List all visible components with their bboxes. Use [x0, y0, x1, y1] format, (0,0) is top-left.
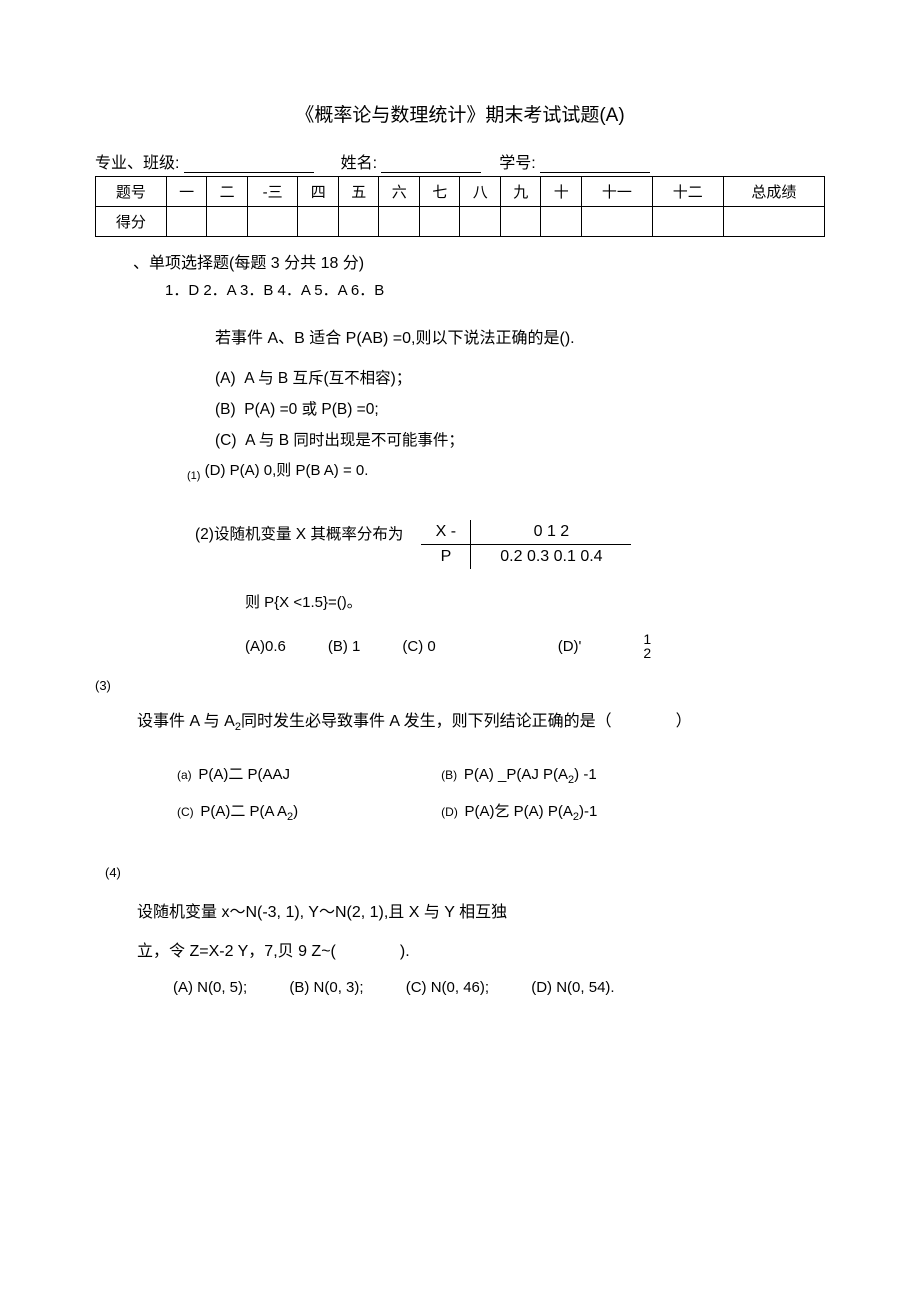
q3-c-pre: P(A)二 P(A A [200, 803, 287, 820]
q3-stem: 设事件 A 与 A2同时发生必导致事件 A 发生，则下列结论正确的是（ ） [137, 707, 825, 733]
q3-c-tail: ) [293, 803, 298, 820]
q4-options: (A) N(0, 5); (B) N(0, 3); (C) N(0, 46); … [173, 979, 825, 996]
col-3: -三 [247, 177, 298, 207]
col-label: 题号 [96, 177, 167, 207]
q3-b-pre: P(A) _P(AJ P(A [464, 766, 568, 783]
q2-option-c: (C) 0 [402, 638, 435, 655]
q2-then: 则 P{X <1.5}=()。 [245, 591, 825, 612]
q3-d-pre: P(A)乞 P(A) P(A [465, 803, 573, 820]
q1-d-text: (D) P(A) 0,则 P(B A) = 0. [205, 462, 369, 479]
score-cell [207, 207, 248, 237]
col-7: 七 [419, 177, 460, 207]
q1-d-prefix: (1) [187, 470, 200, 482]
q2-row: (2)设随机变量 X 其概率分布为 X - 0 1 2 P 0.2 0.3 0.… [195, 520, 825, 569]
section-heading: 、单项选择题(每题 3 分共 18 分) [133, 249, 825, 273]
distribution-table: X - 0 1 2 P 0.2 0.3 0.1 0.4 [421, 520, 631, 569]
name-label: 姓名: [341, 155, 377, 172]
q4-option-a: (A) N(0, 5); [173, 979, 247, 996]
q4-number: (4) [105, 865, 825, 880]
q1-option-a: (A) A 与 B 互斥(互不相容)； [215, 366, 825, 388]
score-cell [379, 207, 420, 237]
q1-a-text: A 与 B 互斥(互不相容)； [244, 370, 411, 387]
score-cell [581, 207, 652, 237]
score-cell [460, 207, 501, 237]
dist-x-label: X - [421, 520, 471, 545]
major-class-blank [184, 155, 314, 173]
q3-b-tail: ) -1 [574, 766, 597, 783]
col-6: 六 [379, 177, 420, 207]
score-table-score-row: 得分 [96, 207, 825, 237]
q3-options-row2: (C) P(A)二 P(A A2) (D) P(A)乞 P(A) P(A2)-1 [177, 800, 825, 823]
q4-body: 设随机变量 x〜N(-3, 1), Y〜N(2, 1),且 X 与 Y 相互独 … [137, 894, 825, 971]
q2-stem: (2)设随机变量 X 其概率分布为 [195, 520, 403, 544]
q3-number: (3) [95, 678, 825, 693]
q1-b-text: P(A) =0 或 P(B) =0; [244, 401, 378, 418]
col-5: 五 [338, 177, 379, 207]
score-cell [166, 207, 207, 237]
q4-option-d: (D) N(0, 54). [531, 979, 614, 996]
score-cell [419, 207, 460, 237]
q2-fraction: 1 2 [641, 632, 653, 660]
q1-option-c: (C) A 与 B 同时出现是不可能事件； [215, 428, 825, 450]
q3-stem-a: 设事件 A 与 A [137, 713, 235, 730]
score-cell [247, 207, 298, 237]
q2-options: (A)0.6 (B) 1 (C) 0 (D)' 1 2 [245, 632, 825, 660]
q4-line1: 设随机变量 x〜N(-3, 1), Y〜N(2, 1),且 X 与 Y 相互独 [137, 904, 507, 921]
score-cell [338, 207, 379, 237]
q1-c-text: A 与 B 同时出现是不可能事件； [245, 432, 464, 449]
col-9: 九 [500, 177, 541, 207]
q2-option-a: (A)0.6 [245, 638, 286, 655]
q4-option-c: (C) N(0, 46); [406, 979, 489, 996]
major-class-label: 专业、班级: [95, 155, 179, 172]
col-2: 二 [207, 177, 248, 207]
col-8: 八 [460, 177, 501, 207]
col-10: 十 [541, 177, 582, 207]
name-blank [381, 155, 481, 173]
dist-p-values: 0.2 0.3 0.1 0.4 [471, 545, 631, 569]
frac-num: 1 [641, 632, 653, 646]
document-title: 《概率论与数理统计》期末考试试题(A) [95, 100, 825, 127]
q4-option-b: (B) N(0, 3); [289, 979, 363, 996]
student-info-line: 专业、班级: 姓名: 学号: [95, 149, 825, 173]
q2-option-d: (D)' [558, 638, 582, 655]
score-table-header-row: 题号 一 二 -三 四 五 六 七 八 九 十 十一 十二 总成绩 [96, 177, 825, 207]
col-1: 一 [166, 177, 207, 207]
id-label: 学号: [499, 155, 535, 172]
q1-option-b: (B) P(A) =0 或 P(B) =0; [215, 397, 825, 419]
q1-option-d: (1) (D) P(A) 0,则 P(B A) = 0. [187, 459, 825, 482]
score-cell [298, 207, 339, 237]
q3-stem-b: 同时发生必导致事件 A 发生，则下列结论正确的是（ ） [241, 713, 692, 730]
q3-a-text: P(A)二 P(AAJ [198, 766, 290, 783]
score-cell [541, 207, 582, 237]
q4-line2: 立，令 Z=X-2 Y，7,贝 9 Z~( ). [137, 943, 410, 960]
score-cell [652, 207, 723, 237]
q1-stem: 若事件 A、B 适合 P(AB) =0,则以下说法正确的是(). [215, 324, 825, 348]
answer-key: 1．D 2．A 3．B 4．A 5．A 6．B [165, 279, 825, 300]
col-12: 十二 [652, 177, 723, 207]
score-cell [500, 207, 541, 237]
score-table: 题号 一 二 -三 四 五 六 七 八 九 十 十一 十二 总成绩 得分 [95, 176, 825, 237]
frac-den: 2 [641, 646, 653, 660]
q3-options-row1: (a) P(A)二 P(AAJ (B) P(A) _P(AJ P(A2) -1 [177, 763, 825, 786]
q3-d-tail: )-1 [579, 803, 597, 820]
id-blank [540, 155, 650, 173]
col-total: 总成绩 [723, 177, 824, 207]
col-11: 十一 [581, 177, 652, 207]
score-cell [723, 207, 824, 237]
score-label: 得分 [96, 207, 167, 237]
dist-p-label: P [421, 545, 471, 569]
q2-option-b: (B) 1 [328, 638, 361, 655]
col-4: 四 [298, 177, 339, 207]
dist-x-values: 0 1 2 [471, 520, 631, 545]
